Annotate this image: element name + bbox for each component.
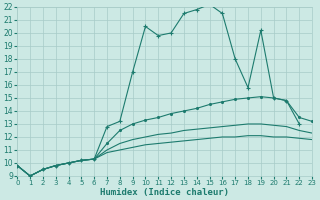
X-axis label: Humidex (Indice chaleur): Humidex (Indice chaleur) — [100, 188, 229, 197]
